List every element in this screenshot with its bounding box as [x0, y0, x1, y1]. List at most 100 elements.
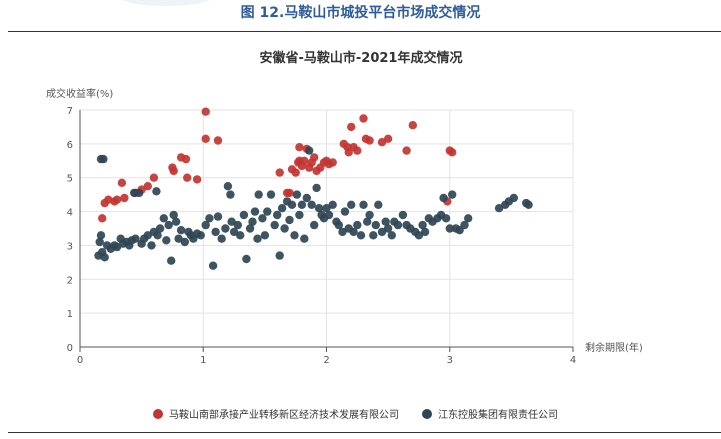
data-point	[239, 210, 249, 220]
data-point	[280, 224, 289, 233]
data-point	[285, 188, 294, 198]
legend-item-2[interactable]: 江东控股集团有限责任公司	[422, 408, 558, 421]
data-point	[277, 204, 287, 213]
data-point	[418, 220, 427, 230]
x-tick-label: 2	[323, 355, 329, 366]
data-point	[377, 227, 387, 237]
data-point	[245, 224, 255, 233]
data-point	[494, 204, 504, 213]
data-point	[297, 200, 307, 209]
data-point	[460, 220, 469, 230]
legend-label: 马鞍山南部承接产业转移新区经济技术发展有限公司	[169, 408, 399, 421]
data-point	[292, 190, 302, 199]
data-point	[381, 217, 390, 226]
series-2	[94, 146, 533, 270]
legend[interactable]: 马鞍山南部承接产业转移新区经济技术发展有限公司 江东控股集团有限责任公司	[153, 408, 558, 421]
data-point	[236, 231, 245, 240]
data-point	[310, 220, 319, 230]
data-point	[448, 148, 457, 157]
legend-marker	[422, 409, 432, 419]
data-point	[152, 187, 161, 196]
data-point	[353, 146, 362, 155]
data-point	[153, 231, 162, 240]
data-point	[263, 207, 272, 216]
data-point	[226, 190, 235, 199]
data-point	[211, 227, 220, 237]
data-point	[371, 220, 380, 230]
data-point	[464, 214, 473, 223]
data-point	[383, 224, 393, 233]
data-point	[266, 190, 276, 199]
data-point	[164, 220, 173, 230]
data-point	[223, 182, 233, 191]
x-tick-label: 4	[570, 355, 576, 366]
x-axis-label: 剩余期限(年)	[585, 341, 643, 354]
data-point	[393, 220, 403, 230]
data-point	[374, 200, 383, 209]
data-point	[233, 220, 242, 230]
data-point	[217, 234, 226, 243]
data-point	[275, 251, 284, 260]
y-axis-label: 成交收益率(%)	[46, 87, 113, 100]
data-point	[353, 220, 362, 230]
data-point	[285, 215, 294, 225]
data-point	[340, 207, 350, 216]
data-point	[258, 214, 267, 223]
data-point	[349, 227, 358, 237]
top-rule	[8, 31, 721, 32]
data-point	[213, 136, 223, 145]
x-tick-label: 3	[447, 355, 453, 366]
data-point	[183, 173, 192, 182]
data-point	[112, 242, 122, 252]
data-point	[398, 210, 408, 220]
y-tick-label: 2	[67, 275, 73, 286]
data-point	[213, 212, 223, 221]
data-point	[509, 193, 518, 203]
data-point	[377, 138, 387, 147]
data-point	[120, 193, 129, 203]
x-tick-label: 1	[200, 355, 206, 366]
axes	[79, 110, 574, 352]
figure-title: 图 12.马鞍山市城投平台市场成交情况	[240, 5, 481, 21]
data-point	[445, 224, 454, 233]
data-point	[365, 136, 374, 145]
data-point	[143, 231, 152, 240]
data-point	[95, 237, 104, 247]
data-point	[302, 193, 311, 203]
bottom-rule	[8, 432, 721, 433]
data-point	[171, 217, 181, 226]
chart-title: 安徽省-马鞍山市-2021年成交情况	[260, 50, 463, 66]
data-point	[291, 168, 300, 177]
data-point	[135, 188, 144, 198]
data-point	[300, 156, 309, 165]
legend-label: 江东控股集团有限责任公司	[438, 408, 558, 421]
y-tick-label: 4	[67, 208, 73, 219]
data-point	[253, 234, 262, 243]
data-point	[248, 217, 257, 226]
data-point	[448, 190, 457, 199]
y-tick-label: 3	[67, 241, 73, 252]
data-point	[162, 236, 171, 245]
data-point	[414, 231, 424, 240]
grid-lines	[80, 109, 574, 347]
data-point	[155, 224, 165, 233]
data-point	[290, 231, 299, 240]
data-point	[307, 200, 316, 209]
data-point	[439, 193, 448, 203]
data-point	[275, 168, 284, 177]
data-point	[96, 231, 106, 240]
data-point	[181, 154, 191, 164]
data-point	[273, 210, 282, 220]
legend-item-1[interactable]: 马鞍山南部承接产业转移新区经济技术发展有限公司	[153, 408, 399, 421]
y-tick-label: 0	[67, 343, 73, 354]
data-point	[227, 217, 236, 226]
data-point	[242, 254, 251, 264]
data-point	[328, 200, 337, 209]
data-point	[295, 143, 304, 152]
data-point	[192, 175, 202, 184]
data-point	[524, 200, 533, 209]
data-point	[254, 190, 263, 199]
data-point	[180, 237, 189, 247]
data-point	[387, 231, 396, 240]
